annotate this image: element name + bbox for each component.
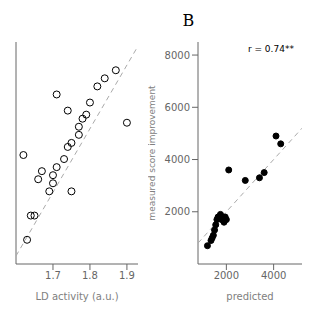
svg-text:measured score improvement: measured score improvement bbox=[148, 85, 157, 221]
svg-text:8000: 8000 bbox=[165, 50, 190, 61]
svg-text:2000: 2000 bbox=[214, 270, 239, 281]
html-text:r = 0.74**: r = 0.74** bbox=[247, 44, 294, 54]
svg-text:predicted: predicted bbox=[226, 291, 273, 302]
html-text:B: B bbox=[182, 11, 195, 30]
svg-text:1.8: 1.8 bbox=[82, 270, 98, 281]
svg-text:2000: 2000 bbox=[165, 206, 190, 217]
svg-text:4000: 4000 bbox=[261, 270, 286, 281]
svg-text:6000: 6000 bbox=[165, 102, 190, 113]
svg-text:1.7: 1.7 bbox=[45, 270, 61, 281]
svg-text:4000: 4000 bbox=[165, 154, 190, 165]
svg-text:1.9: 1.9 bbox=[119, 270, 135, 281]
svg-text:LD activity (a.u.): LD activity (a.u.) bbox=[35, 291, 118, 302]
